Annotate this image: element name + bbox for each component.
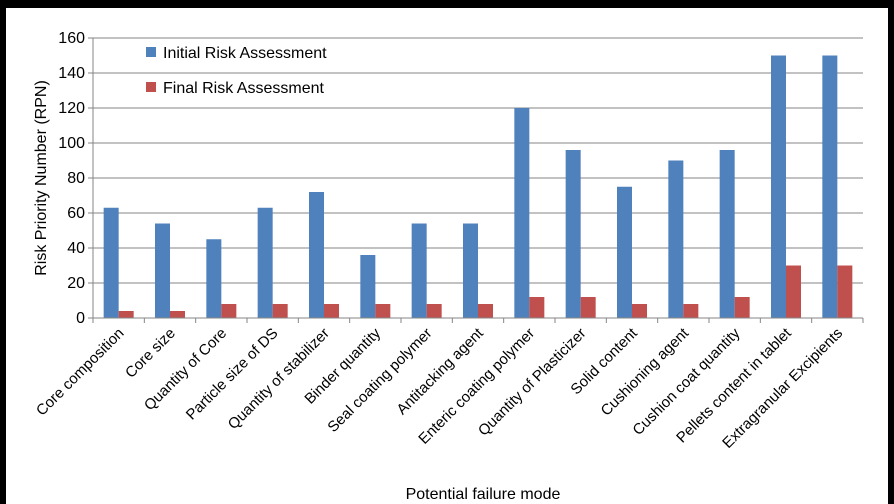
bar-initial-risk: [514, 108, 530, 318]
bar-initial-risk: [617, 186, 632, 318]
x-category-label: Particle size of DS: [183, 325, 282, 424]
bar-final-risk: [426, 304, 442, 318]
y-tick-label: 140: [58, 65, 85, 82]
y-tick-label: 100: [58, 135, 85, 152]
bar-initial-risk: [411, 223, 427, 318]
bar-final-risk: [837, 265, 853, 318]
bar-final-risk: [632, 304, 647, 318]
bar-final-risk: [786, 265, 801, 318]
bar-initial-risk: [719, 150, 735, 318]
y-axis-title: Risk Priority Number (RPN): [33, 80, 50, 276]
bar-initial-risk: [668, 160, 684, 318]
legend-swatch-initial: [146, 47, 156, 57]
bar-initial-risk: [565, 150, 581, 318]
y-tick-label: 20: [67, 275, 85, 292]
legend-label-final: Final Risk Assessment: [163, 80, 324, 97]
x-axis-title: Potential failure mode: [406, 486, 561, 503]
y-tick-label: 60: [67, 205, 85, 222]
bar-initial-risk: [822, 55, 838, 318]
bars: [103, 55, 853, 318]
rpn-bar-chart: 0 20 40 60 80 100 120 140 160 Core compositionCo…: [33, 30, 864, 503]
bar-final-risk: [221, 304, 237, 318]
bar-final-risk: [118, 311, 134, 318]
y-tick-label: 120: [58, 100, 85, 117]
bar-final-risk: [324, 304, 339, 318]
x-category-label: Antitacking agent: [393, 324, 487, 418]
bar-final-risk: [170, 311, 185, 318]
bar-final-risk: [734, 297, 750, 318]
y-tick-label: 40: [67, 240, 85, 257]
y-tick-label: 160: [58, 30, 85, 47]
bar-final-risk: [580, 297, 596, 318]
legend: Initial Risk Assessment Final Risk Assess…: [146, 45, 327, 97]
legend-swatch-final: [146, 82, 156, 92]
bar-final-risk: [478, 304, 493, 318]
bar-initial-risk: [103, 207, 119, 318]
y-tick-label: 80: [67, 170, 85, 187]
bar-initial-risk: [257, 207, 273, 318]
bar-final-risk: [529, 297, 545, 318]
bar-final-risk: [375, 304, 391, 318]
x-category-label: Quantity of stabilizer: [225, 325, 333, 433]
x-category-label: Cushioning agent: [598, 324, 693, 419]
bar-initial-risk: [155, 223, 170, 318]
x-category-label: Core composition: [33, 325, 128, 420]
bar-initial-risk: [309, 192, 324, 318]
bar-initial-risk: [360, 255, 376, 318]
bar-initial-risk: [206, 239, 222, 318]
bar-initial-risk: [771, 55, 786, 318]
bar-final-risk: [272, 304, 288, 318]
bar-initial-risk: [463, 223, 478, 318]
legend-label-initial: Initial Risk Assessment: [163, 45, 327, 62]
y-tick-labels: 0 20 40 60 80 100 120 140 160: [58, 30, 85, 327]
axes: [92, 38, 864, 323]
y-tick-label: 0: [76, 310, 85, 327]
bar-final-risk: [683, 304, 699, 318]
